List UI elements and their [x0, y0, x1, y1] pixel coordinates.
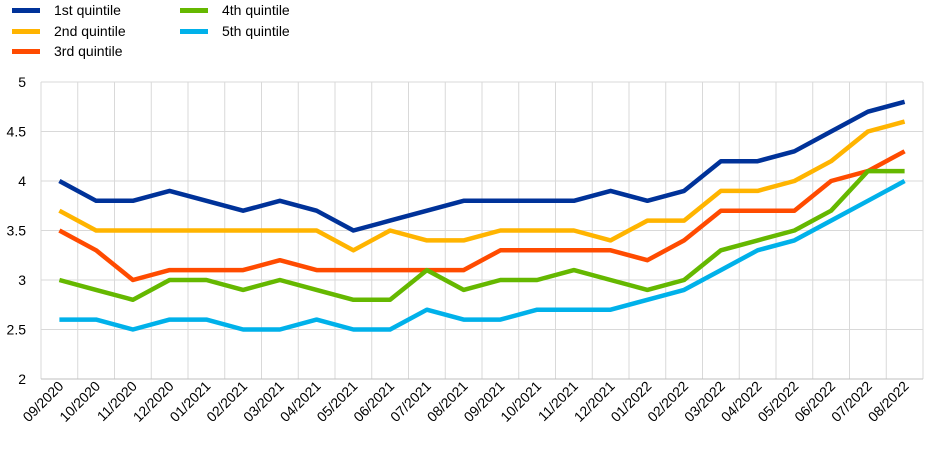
- x-tick-label: 10/2020: [56, 378, 103, 425]
- y-tick-label: 5: [18, 74, 26, 90]
- legend-swatch: [12, 48, 40, 54]
- x-tick-label: 08/2022: [865, 378, 912, 425]
- legend-label: 1st quintile: [54, 2, 121, 18]
- legend-item-4th-quintile: 4th quintile: [180, 0, 290, 20]
- y-tick-label: 2.5: [7, 322, 27, 338]
- legend-label: 4th quintile: [222, 2, 290, 18]
- legend-label: 5th quintile: [222, 23, 290, 39]
- y-tick-label: 3: [18, 272, 26, 288]
- legend-label: 2nd quintile: [54, 23, 126, 39]
- legend-item-3rd-quintile: 3rd quintile: [12, 41, 123, 61]
- y-tick-label: 2: [18, 371, 26, 387]
- y-axis: 2 2.5 3 3.5 4 4.5 5: [7, 74, 27, 387]
- series-line-1: [58, 99, 906, 233]
- x-axis: 09/202010/202011/202012/202001/202102/20…: [19, 378, 923, 425]
- x-tick-label: 10/2021: [497, 378, 544, 425]
- series-line-5: [59, 179, 906, 332]
- legend-swatch: [180, 7, 208, 13]
- y-tick-label: 3.5: [7, 223, 27, 239]
- legend-item-2nd-quintile: 2nd quintile: [12, 21, 126, 41]
- legend-label: 3rd quintile: [54, 43, 123, 59]
- series-line-4: [58, 168, 905, 303]
- legend-item-1st-quintile: 1st quintile: [12, 0, 121, 20]
- series-line-3: [58, 149, 906, 283]
- series-line-2: [58, 119, 906, 253]
- series-lines: [58, 99, 906, 332]
- legend-swatch: [12, 28, 40, 34]
- legend-swatch: [12, 7, 40, 13]
- y-tick-label: 4.5: [7, 124, 27, 140]
- legend-swatch: [180, 28, 208, 34]
- legend: 1st quintile 2nd quintile 3rd quintile 4…: [0, 0, 340, 64]
- y-tick-label: 4: [18, 173, 26, 189]
- legend-item-5th-quintile: 5th quintile: [180, 21, 290, 41]
